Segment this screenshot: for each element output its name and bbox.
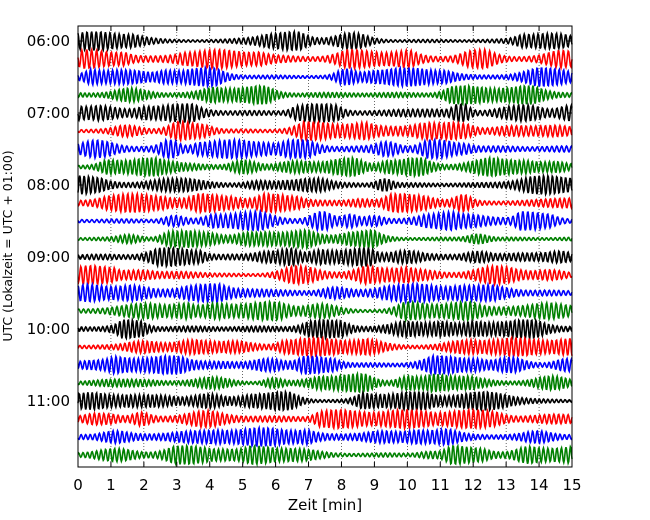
y-tick-label: 10:00 bbox=[27, 320, 70, 338]
x-tick-label: 14 bbox=[530, 476, 549, 494]
x-tick-label: 15 bbox=[562, 476, 581, 494]
y-axis-ticks: 06:00 07:00 08:00 09:00 10:00 11:00 bbox=[27, 32, 572, 410]
seismic-trace bbox=[77, 119, 573, 144]
x-tick-label: 10 bbox=[398, 476, 417, 494]
x-tick-label: 7 bbox=[304, 476, 314, 494]
y-tick-label: 06:00 bbox=[27, 32, 70, 50]
y-tick-label: 11:00 bbox=[27, 392, 70, 410]
seismic-trace bbox=[77, 64, 573, 90]
seismic-trace bbox=[77, 443, 573, 468]
x-tick-label: 9 bbox=[370, 476, 380, 494]
seismic-trace bbox=[77, 388, 573, 413]
x-tick-label: 13 bbox=[497, 476, 516, 494]
x-tick-label: 5 bbox=[238, 476, 248, 494]
seismic-trace bbox=[77, 335, 573, 360]
y-tick-label: 07:00 bbox=[27, 104, 70, 122]
seismic-trace bbox=[77, 281, 573, 306]
seismic-trace bbox=[77, 172, 573, 198]
seismic-trace bbox=[77, 245, 573, 269]
seismic-traces bbox=[77, 28, 573, 468]
seismic-trace bbox=[77, 407, 573, 432]
x-axis-ticks: 0 1 2 3 4 5 6 7 8 9 10 11 12 13 14 15 bbox=[73, 26, 582, 494]
seismic-trace bbox=[77, 227, 573, 251]
seismic-trace bbox=[77, 370, 573, 395]
seismic-trace bbox=[77, 208, 573, 233]
y-axis-label: UTC (Lokalzeit = UTC + 01:00) bbox=[0, 150, 15, 341]
seismic-trace bbox=[77, 154, 573, 179]
x-tick-label: 12 bbox=[464, 476, 483, 494]
x-tick-label: 3 bbox=[172, 476, 182, 494]
x-tick-label: 1 bbox=[106, 476, 116, 494]
seismic-trace bbox=[77, 316, 573, 341]
seismic-trace bbox=[77, 46, 573, 72]
seismic-trace bbox=[77, 352, 573, 377]
seismic-trace bbox=[77, 299, 573, 324]
x-tick-label: 6 bbox=[271, 476, 281, 494]
seismic-trace bbox=[77, 424, 573, 449]
x-tick-label: 2 bbox=[139, 476, 149, 494]
y-tick-label: 09:00 bbox=[27, 248, 70, 266]
seismic-trace bbox=[77, 262, 573, 288]
seismic-trace bbox=[77, 83, 573, 107]
seismic-trace bbox=[77, 136, 573, 162]
x-tick-label: 4 bbox=[205, 476, 215, 494]
x-tick-label: 0 bbox=[73, 476, 83, 494]
x-axis-label: Zeit [min] bbox=[288, 496, 362, 514]
seismic-trace bbox=[77, 190, 573, 216]
seismic-trace bbox=[77, 28, 573, 54]
x-tick-label: 8 bbox=[337, 476, 347, 494]
plot-background bbox=[78, 26, 572, 467]
y-tick-label: 08:00 bbox=[27, 176, 70, 194]
seismic-trace bbox=[77, 102, 573, 126]
x-tick-label: 11 bbox=[431, 476, 450, 494]
plot-frame bbox=[77, 25, 573, 468]
